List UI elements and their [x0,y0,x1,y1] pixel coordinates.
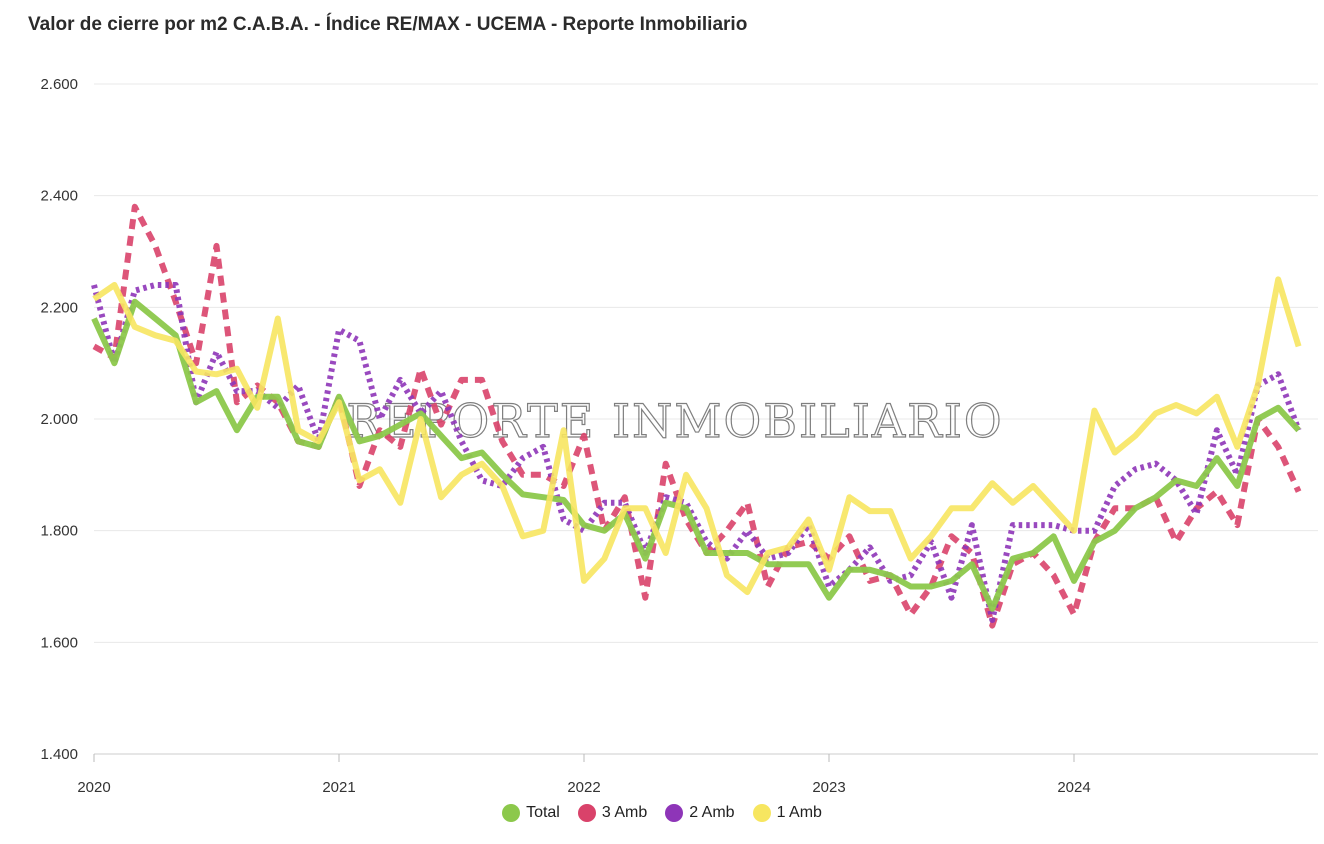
legend-label: 2 Amb [689,804,735,821]
legend-label: 3 Amb [601,804,648,821]
series-line-1-amb [92,276,1302,596]
legend-item-3-amb[interactable]: 3 Amb [577,804,648,822]
legend: Total 3 Amb 2 Amb 1 Amb [0,804,1324,822]
y-tick-label: 2.600 [40,76,78,93]
y-tick-label: 2.200 [40,299,78,316]
series-lines [91,203,1302,629]
legend-swatch [502,804,521,822]
series-line-3-amb [92,203,1302,629]
legend-item-1-amb[interactable]: 1 Amb [752,804,822,822]
y-tick-label: 1.600 [40,634,78,651]
legend-swatch [665,804,684,822]
chart-title: Valor de cierre por m2 C.A.B.A. - Índice… [28,14,748,35]
y-axis: 1.400 1.600 1.800 2.000 2.200 2.400 2.600 [40,76,78,763]
x-tick-label: 2024 [1057,779,1090,796]
x-axis: 2020 2021 2022 2023 2024 [77,754,1091,796]
y-tick-label: 1.800 [40,523,78,540]
legend-swatch [577,804,596,822]
legend-label: Total [526,804,560,821]
x-tick-label: 2022 [567,779,600,796]
y-tick-label: 2.000 [40,411,78,428]
legend-swatch [752,804,771,822]
x-tick-label: 2023 [812,779,845,796]
legend-item-2-amb[interactable]: 2 Amb [665,804,735,822]
series-line-2-amb [91,282,1302,623]
x-tick-label: 2021 [322,779,355,796]
x-tick-label: 2020 [77,779,110,796]
legend-item-total[interactable]: Total [502,804,560,822]
y-tick-label: 2.400 [40,188,78,205]
series-line-total [91,298,1301,612]
legend-label: 1 Amb [776,804,822,821]
y-tick-label: 1.400 [40,746,78,763]
